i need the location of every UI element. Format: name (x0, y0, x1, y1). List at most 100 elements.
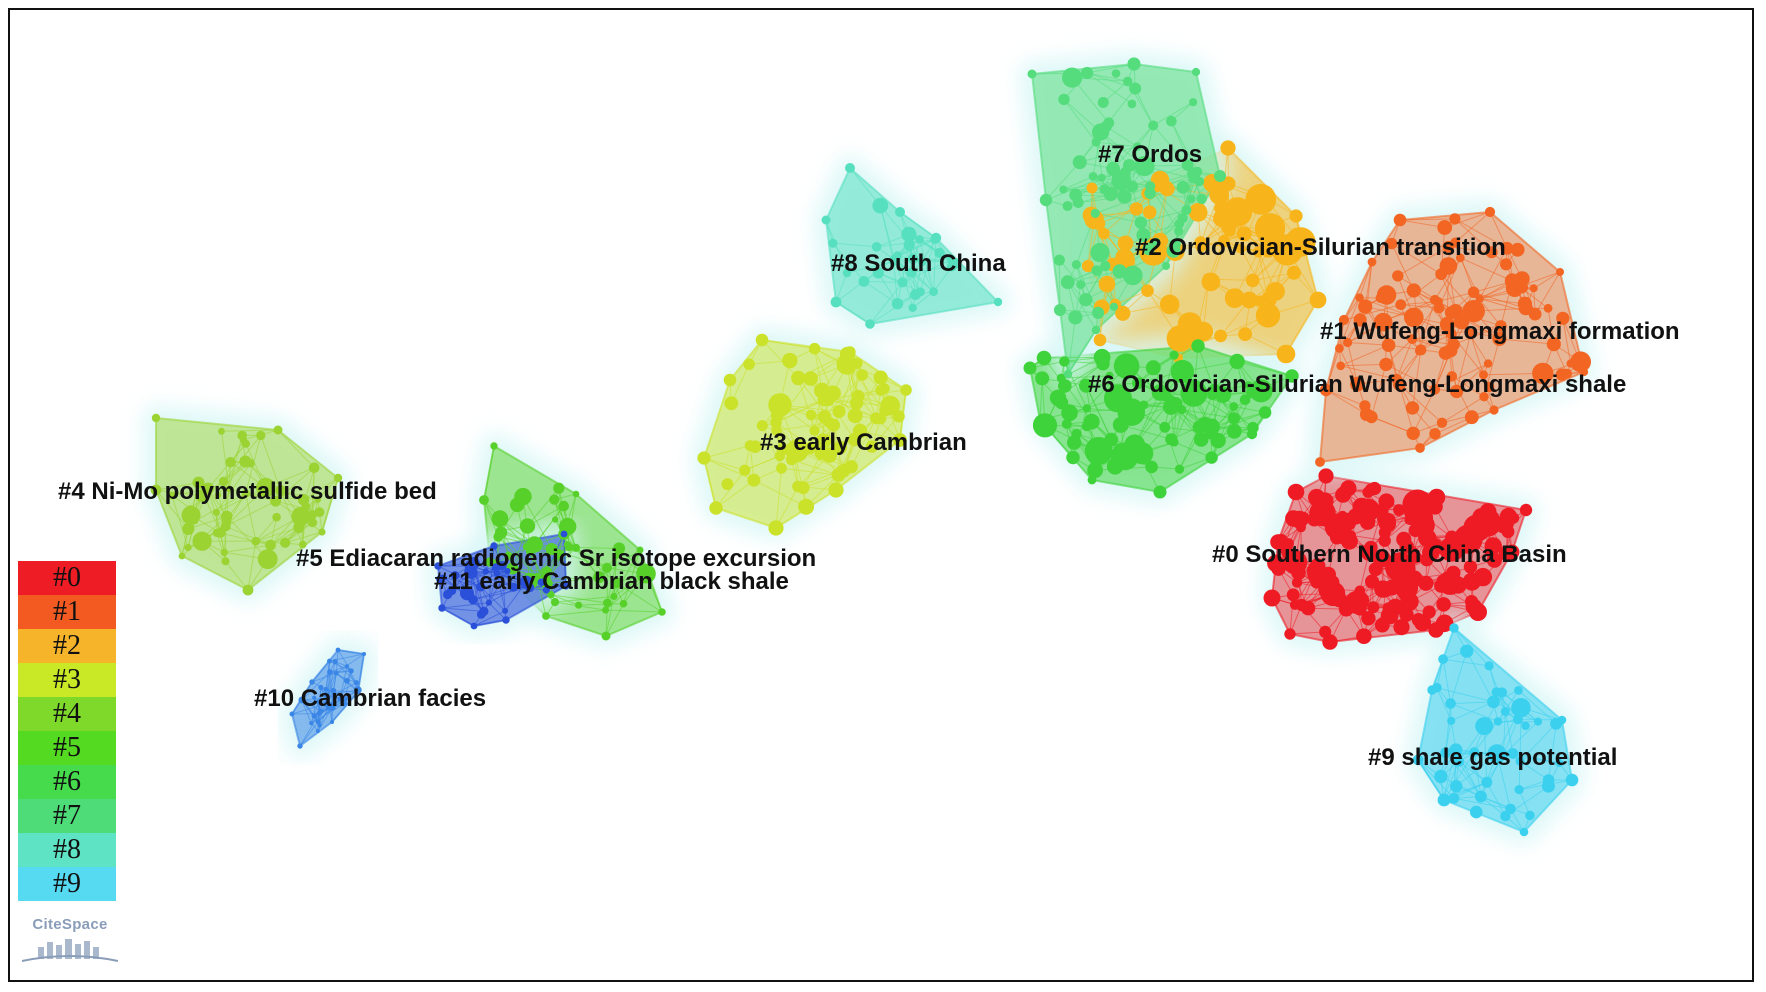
node (847, 408, 863, 424)
edge (933, 237, 937, 292)
node (1359, 407, 1374, 421)
edge (187, 520, 196, 548)
node (1393, 504, 1405, 516)
node (220, 548, 228, 557)
edge (1399, 219, 1445, 229)
edge (550, 594, 579, 606)
edge (1448, 246, 1492, 253)
node (502, 616, 510, 624)
edge (1197, 345, 1215, 391)
node (1058, 93, 1070, 106)
node (1086, 182, 1098, 194)
node (755, 333, 769, 347)
node (275, 485, 287, 497)
node (344, 677, 350, 684)
edge (849, 167, 881, 206)
node (1449, 623, 1459, 633)
node (1098, 275, 1116, 293)
node (610, 577, 622, 589)
edge (329, 665, 348, 673)
node (1318, 468, 1334, 484)
node (1438, 346, 1453, 360)
edge (224, 544, 271, 553)
node (476, 610, 486, 619)
node (475, 582, 486, 592)
node (1550, 717, 1563, 730)
edge (550, 594, 608, 604)
node (1139, 400, 1149, 410)
node (1375, 293, 1386, 303)
node (1111, 69, 1121, 78)
node (1465, 598, 1482, 615)
node (311, 713, 317, 719)
edge (1105, 126, 1138, 148)
node (1436, 597, 1451, 612)
edge (1325, 348, 1340, 391)
edge (527, 487, 560, 527)
node (514, 487, 532, 506)
node (610, 592, 618, 601)
edge (744, 455, 780, 471)
node (1361, 611, 1376, 626)
node (318, 684, 324, 691)
node (1395, 299, 1407, 311)
node (1374, 617, 1390, 633)
node (150, 484, 162, 496)
node (332, 659, 338, 665)
node (787, 442, 802, 457)
node (314, 507, 325, 518)
edge (488, 573, 498, 603)
edge (299, 721, 319, 747)
node (1374, 580, 1392, 598)
node (239, 455, 252, 468)
edge (575, 547, 617, 584)
node (1460, 644, 1474, 658)
edge (1442, 761, 1460, 799)
node (323, 700, 329, 707)
edge (1396, 349, 1422, 380)
node (1166, 115, 1177, 127)
node (1267, 554, 1285, 572)
node (178, 552, 186, 560)
node (1500, 258, 1513, 271)
node (1504, 273, 1520, 289)
edge (1436, 687, 1452, 721)
node (892, 410, 905, 423)
node (833, 440, 848, 455)
node (993, 297, 1003, 307)
node (327, 669, 333, 675)
node (1187, 194, 1196, 204)
node (1493, 717, 1503, 726)
node (1543, 303, 1553, 313)
node (1565, 773, 1579, 787)
node (508, 582, 518, 592)
node (558, 500, 569, 512)
node (1062, 201, 1073, 211)
node (1428, 488, 1446, 506)
edge (194, 493, 246, 522)
node (272, 512, 281, 522)
node (1445, 698, 1456, 709)
node (1367, 601, 1380, 614)
node (796, 481, 810, 495)
node (1404, 507, 1416, 520)
node (1440, 747, 1451, 759)
node (798, 498, 815, 515)
edge (225, 561, 249, 591)
node (1322, 634, 1338, 650)
edge (470, 571, 514, 588)
node (1484, 381, 1495, 393)
node (1481, 776, 1493, 788)
node (831, 468, 846, 482)
node (1484, 661, 1494, 671)
node (1404, 307, 1424, 328)
edge (1399, 218, 1455, 221)
citespace-logo: CiteSpace (20, 916, 120, 968)
node (1142, 205, 1157, 220)
node (537, 578, 546, 587)
node (225, 485, 233, 493)
node (1463, 560, 1478, 574)
node (1181, 159, 1194, 171)
node (1483, 359, 1493, 368)
edge (578, 603, 624, 606)
